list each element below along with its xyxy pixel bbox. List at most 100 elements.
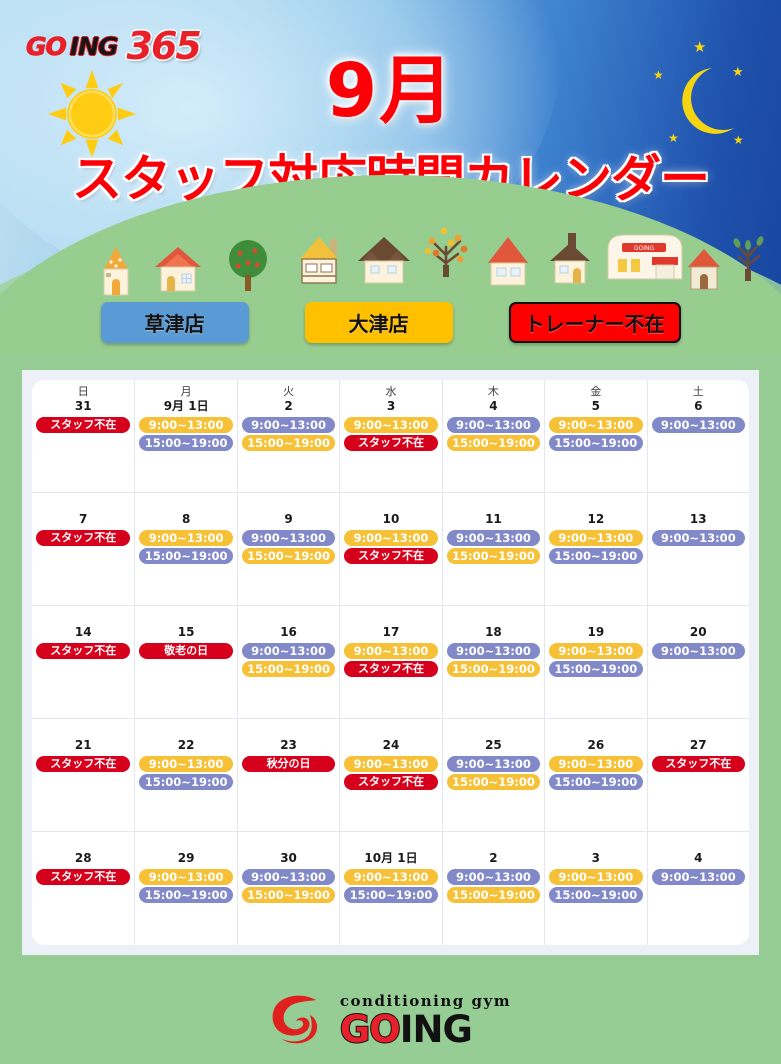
calendar-day-cell[interactable]: 19 9:00~13:00 15:00~19:00 [544,606,647,719]
calendar-day-cell[interactable]: 23 秋分の日 [236,719,340,832]
calendar-day-cell[interactable]: 13 9:00~13:00 [646,493,749,606]
event-badge-hours[interactable]: 9:00~13:00 [549,417,643,434]
event-badge-hours[interactable]: 15:00~19:00 [446,435,541,452]
calendar-day-cell[interactable]: 25 9:00~13:00 15:00~19:00 [441,719,545,832]
event-badge-absent[interactable]: スタッフ不在 [36,756,131,773]
event-badge-hours[interactable]: 9:00~13:00 [651,417,745,434]
calendar-day-cell[interactable]: 18 9:00~13:00 15:00~19:00 [441,606,545,719]
event-badge-absent[interactable]: スタッフ不在 [36,643,131,660]
month-title: 9月 [325,48,456,134]
event-badge-hours[interactable]: 9:00~13:00 [344,530,438,547]
event-badge-hours[interactable]: 9:00~13:00 [446,643,541,660]
event-badge-hours[interactable]: 9:00~13:00 [241,530,336,547]
calendar-day-cell[interactable]: 17 9:00~13:00 スタッフ不在 [339,606,442,719]
event-badge-absent[interactable]: スタッフ不在 [344,661,438,678]
calendar-day-cell[interactable]: 21 スタッフ不在 [32,719,135,832]
event-badge-absent[interactable]: 敬老の日 [139,643,233,660]
calendar-day-cell[interactable]: 火 2 9:00~13:00 15:00~19:00 [236,380,340,493]
calendar-day-cell[interactable]: 4 9:00~13:00 [646,832,749,945]
calendar-day-cell[interactable]: 3 9:00~13:00 15:00~19:00 [544,832,646,945]
event-badge-absent[interactable]: スタッフ不在 [344,548,438,565]
legend-trainer-absent[interactable]: トレーナー不在 [508,302,681,343]
event-badge-absent[interactable]: 秋分の日 [241,756,336,773]
legend-otsu-store[interactable]: 大津店 [304,302,453,343]
event-badge-hours[interactable]: 15:00~19:00 [549,887,643,904]
legend-kusatsu-store[interactable]: 草津店 [100,302,249,343]
event-badge-hours[interactable]: 15:00~19:00 [241,548,336,565]
event-badge-hours[interactable]: 9:00~13:00 [344,643,438,660]
event-badge-hours[interactable]: 9:00~13:00 [651,530,745,547]
event-badge-absent[interactable]: スタッフ不在 [344,435,438,452]
event-badge-hours[interactable]: 9:00~13:00 [241,643,336,660]
calendar-day-cell[interactable]: 20 9:00~13:00 [646,606,749,719]
calendar-day-cell[interactable]: 16 9:00~13:00 15:00~19:00 [236,606,340,719]
event-badge-hours[interactable]: 15:00~19:00 [549,661,643,678]
event-badge-hours[interactable]: 9:00~13:00 [549,643,643,660]
event-badge-hours[interactable]: 9:00~13:00 [446,417,541,434]
calendar-day-cell[interactable]: 月 9月 1日 9:00~13:00 15:00~19:00 [134,380,237,493]
event-badge-hours[interactable]: 9:00~13:00 [139,756,233,773]
event-badge-hours[interactable]: 9:00~13:00 [549,756,643,773]
footer-logo-area: conditioning gym GOING [0,986,781,1056]
calendar-day-cell[interactable]: 木 4 9:00~13:00 15:00~19:00 [441,380,545,493]
calendar-day-cell[interactable]: 29 9:00~13:00 15:00~19:00 [134,832,236,945]
event-badge-absent[interactable]: スタッフ不在 [344,774,438,791]
calendar-day-cell[interactable]: 12 9:00~13:00 15:00~19:00 [544,493,647,606]
event-badge-hours[interactable]: 15:00~19:00 [139,774,233,791]
event-badge-hours[interactable]: 15:00~19:00 [139,435,233,452]
event-badge-hours[interactable]: 15:00~19:00 [446,887,541,904]
event-badge-hours[interactable]: 9:00~13:00 [344,869,438,886]
calendar-day-cell[interactable]: 14 スタッフ不在 [32,606,135,719]
event-badge-hours[interactable]: 9:00~13:00 [549,869,643,886]
event-badge-hours[interactable]: 15:00~19:00 [446,661,541,678]
event-badge-absent[interactable]: スタッフ不在 [36,417,131,434]
calendar-day-cell[interactable]: 10 9:00~13:00 スタッフ不在 [339,493,442,606]
calendar-day-cell[interactable]: 日 31 スタッフ不在 [32,380,135,493]
calendar-day-cell[interactable]: 28 スタッフ不在 [32,832,134,945]
calendar-day-cell[interactable]: 22 9:00~13:00 15:00~19:00 [134,719,237,832]
calendar-day-cell[interactable]: 7 スタッフ不在 [32,493,135,606]
event-badge-hours[interactable]: 15:00~19:00 [241,887,336,904]
event-badge-hours[interactable]: 15:00~19:00 [549,774,643,791]
event-badge-hours[interactable]: 9:00~13:00 [651,869,745,886]
calendar-day-cell[interactable]: 27 スタッフ不在 [646,719,749,832]
event-badge-absent[interactable]: スタッフ不在 [36,869,131,886]
event-badge-hours[interactable]: 9:00~13:00 [139,417,233,434]
event-badge-hours[interactable]: 9:00~13:00 [446,530,541,547]
event-badge-hours[interactable]: 9:00~13:00 [446,869,541,886]
day-events: 9:00~13:00 15:00~19:00 [548,530,643,565]
calendar-day-cell[interactable]: 15 敬老の日 [134,606,237,719]
event-badge-hours[interactable]: 9:00~13:00 [344,756,438,773]
calendar-day-cell[interactable]: 土 6 9:00~13:00 [646,380,749,493]
event-badge-hours[interactable]: 15:00~19:00 [139,887,233,904]
calendar-day-cell[interactable]: 水 3 9:00~13:00 スタッフ不在 [339,380,442,493]
svg-text:GOING: GOING [634,245,655,252]
event-badge-hours[interactable]: 15:00~19:00 [344,887,438,904]
event-badge-hours[interactable]: 9:00~13:00 [139,869,233,886]
event-badge-hours[interactable]: 9:00~13:00 [446,756,541,773]
calendar-day-cell[interactable]: 24 9:00~13:00 スタッフ不在 [339,719,442,832]
event-badge-hours[interactable]: 15:00~19:00 [139,548,233,565]
calendar-day-cell[interactable]: 9 9:00~13:00 15:00~19:00 [236,493,340,606]
calendar-day-cell[interactable]: 10月 1日 9:00~13:00 15:00~19:00 [339,832,441,945]
event-badge-hours[interactable]: 9:00~13:00 [241,869,336,886]
calendar-day-cell[interactable]: 26 9:00~13:00 15:00~19:00 [544,719,647,832]
event-badge-hours[interactable]: 15:00~19:00 [549,548,643,565]
event-badge-hours[interactable]: 15:00~19:00 [446,548,541,565]
event-badge-absent[interactable]: スタッフ不在 [651,756,745,773]
event-badge-hours[interactable]: 15:00~19:00 [241,435,336,452]
event-badge-hours[interactable]: 15:00~19:00 [446,774,541,791]
calendar-day-cell[interactable]: 30 9:00~13:00 15:00~19:00 [236,832,339,945]
calendar-day-cell[interactable]: 11 9:00~13:00 15:00~19:00 [441,493,545,606]
event-badge-hours[interactable]: 15:00~19:00 [549,435,643,452]
event-badge-absent[interactable]: スタッフ不在 [36,530,131,547]
event-badge-hours[interactable]: 9:00~13:00 [549,530,643,547]
event-badge-hours[interactable]: 9:00~13:00 [241,417,336,434]
event-badge-hours[interactable]: 15:00~19:00 [241,661,336,678]
calendar-day-cell[interactable]: 金 5 9:00~13:00 15:00~19:00 [544,380,647,493]
event-badge-hours[interactable]: 9:00~13:00 [344,417,438,434]
event-badge-hours[interactable]: 9:00~13:00 [139,530,233,547]
calendar-day-cell[interactable]: 8 9:00~13:00 15:00~19:00 [134,493,237,606]
event-badge-hours[interactable]: 9:00~13:00 [651,643,745,660]
calendar-day-cell[interactable]: 2 9:00~13:00 15:00~19:00 [441,832,544,945]
